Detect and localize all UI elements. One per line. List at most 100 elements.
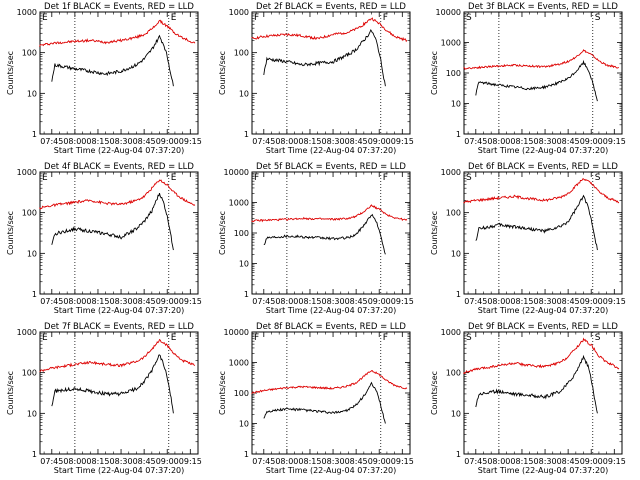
- marker-letter: S: [466, 173, 472, 183]
- y-tick-label: 1: [32, 290, 37, 299]
- y-tick-label: 10000: [224, 328, 249, 337]
- panel-title: Det 8f BLACK = Events, RED = LLD: [256, 322, 406, 332]
- x-tick-label: 08:00: [63, 457, 86, 466]
- x-tick-label: 09:15: [391, 137, 414, 146]
- lld-series-line: [463, 178, 620, 204]
- y-tick-label: 1000: [229, 359, 249, 368]
- x-tick-label: 08:30: [534, 137, 557, 146]
- marker-letter: S: [466, 13, 472, 23]
- marker-letter: F: [383, 173, 388, 183]
- x-tick-label: 08:15: [510, 457, 533, 466]
- x-tick-label: 08:00: [63, 137, 86, 146]
- x-axis-label: Start Time (22-Aug-04 07:37:20): [266, 466, 397, 475]
- y-axis-label: Counts/sec: [218, 371, 227, 415]
- x-axis-label: Start Time (22-Aug-04 07:37:20): [478, 146, 609, 155]
- panel-det-5: Det 5f BLACK = Events, RED = LLD 1 10 100 10…: [218, 162, 414, 315]
- x-tick-label: 08:45: [345, 457, 368, 466]
- x-tick-label: 09:15: [391, 297, 414, 306]
- x-tick-label: 09:00: [580, 457, 603, 466]
- y-axis-label: Counts/sec: [430, 211, 439, 255]
- lld-series-line: [463, 337, 620, 375]
- x-tick-label: 08:00: [275, 137, 298, 146]
- x-tick-label: 08:00: [487, 457, 510, 466]
- x-tick-label: 08:45: [133, 137, 156, 146]
- plot-frame: [251, 331, 411, 455]
- panel-det-2: Det 2f BLACK = Events, RED = LLD 1 10 100 10…: [218, 2, 414, 155]
- x-tick-label: 08:00: [275, 457, 298, 466]
- lld-series-line: [251, 17, 408, 43]
- x-axis-label: Start Time (22-Aug-04 07:37:20): [478, 306, 609, 315]
- y-axis-label: Counts/sec: [6, 211, 15, 255]
- x-tick-label: 08:15: [510, 137, 533, 146]
- x-tick-label: 07:45: [252, 137, 275, 146]
- marker-letter: F: [254, 333, 259, 343]
- x-tick-label: 09:15: [179, 137, 202, 146]
- x-tick-label: 09:00: [156, 457, 179, 466]
- panel-title: Det 6f BLACK = Events, RED = LLD: [468, 162, 618, 172]
- x-tick-label: 08:00: [63, 297, 86, 306]
- y-tick-label: 1000: [441, 168, 461, 177]
- marker-letter: F: [383, 333, 388, 343]
- marker-letter: F: [254, 173, 259, 183]
- plot-frame: [463, 331, 623, 455]
- x-tick-label: 07:45: [252, 297, 275, 306]
- plot-frame: [251, 171, 411, 295]
- panel-title: Det 7f BLACK = Events, RED = LLD: [44, 322, 194, 332]
- y-tick-label: 100: [234, 49, 249, 58]
- y-tick-label: 1: [456, 290, 461, 299]
- y-tick-label: 100: [446, 69, 461, 78]
- marker-letter: E: [42, 173, 48, 183]
- y-tick-label: 10: [27, 249, 37, 258]
- y-tick-label: 1000: [229, 8, 249, 17]
- panel-title: Det 9f BLACK = Events, RED = LLD: [468, 322, 618, 332]
- marker-letter: E: [171, 173, 177, 183]
- x-tick-label: 07:45: [40, 457, 63, 466]
- lld-series-line: [251, 204, 408, 223]
- x-tick-label: 08:45: [133, 457, 156, 466]
- marker-letter: E: [42, 13, 48, 23]
- x-tick-label: 08:30: [110, 457, 133, 466]
- x-tick-label: 07:45: [40, 297, 63, 306]
- y-tick-label: 100: [22, 369, 37, 378]
- x-tick-label: 08:30: [110, 297, 133, 306]
- lld-series-line: [463, 49, 619, 71]
- panel-title: Det 1f BLACK = Events, RED = LLD: [44, 2, 194, 12]
- x-tick-label: 09:15: [391, 457, 414, 466]
- y-tick-label: 1000: [441, 328, 461, 337]
- plot-frame: [463, 11, 623, 135]
- x-tick-label: 08:00: [487, 137, 510, 146]
- y-tick-label: 1: [456, 130, 461, 139]
- x-tick-label: 09:00: [156, 137, 179, 146]
- y-tick-label: 100: [446, 209, 461, 218]
- x-tick-label: 08:45: [133, 297, 156, 306]
- plot-frame: [39, 11, 199, 135]
- x-tick-label: 08:45: [345, 297, 368, 306]
- panel-title: Det 4f BLACK = Events, RED = LLD: [44, 162, 194, 172]
- y-tick-label: 10: [451, 409, 461, 418]
- x-tick-label: 09:00: [368, 457, 391, 466]
- y-tick-label: 10: [239, 260, 249, 269]
- y-tick-label: 100: [22, 49, 37, 58]
- x-tick-label: 09:15: [603, 457, 626, 466]
- x-tick-label: 09:00: [368, 137, 391, 146]
- marker-letter: S: [466, 333, 472, 343]
- events-series-line: [475, 194, 598, 251]
- marker-letter: E: [171, 13, 177, 23]
- events-series-line: [51, 34, 174, 87]
- events-series-line: [51, 354, 174, 414]
- x-tick-label: 08:00: [487, 297, 510, 306]
- events-series-line: [475, 59, 598, 102]
- y-tick-label: 10: [239, 420, 249, 429]
- marker-letter: S: [595, 13, 601, 23]
- y-tick-label: 1000: [17, 168, 37, 177]
- x-tick-label: 08:15: [86, 457, 109, 466]
- y-axis-label: Counts/sec: [218, 211, 227, 255]
- y-tick-label: 100: [446, 369, 461, 378]
- plot-frame: [39, 331, 199, 455]
- x-tick-label: 08:45: [557, 457, 580, 466]
- x-tick-label: 09:15: [603, 137, 626, 146]
- y-axis-label: Counts/sec: [6, 371, 15, 415]
- x-tick-label: 08:30: [534, 297, 557, 306]
- panel-title: Det 3f BLACK = Events, RED = LLD: [468, 2, 618, 12]
